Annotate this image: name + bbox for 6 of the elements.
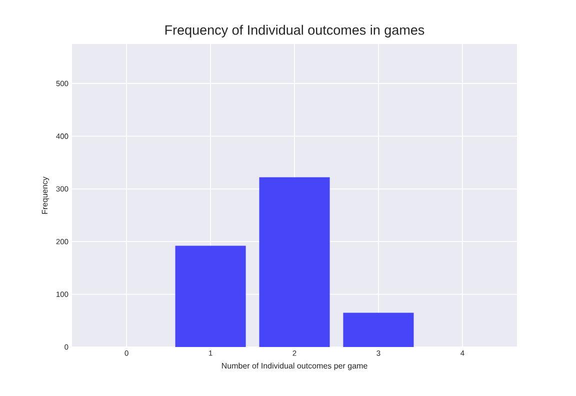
y-axis-title: Frequency <box>42 176 50 214</box>
x-axis-title: Number of Individual outcomes per game <box>222 362 368 370</box>
bar <box>259 177 330 347</box>
bar <box>343 312 414 347</box>
chart-title: Frequency of Individual outcomes in games <box>165 24 424 38</box>
bar <box>175 246 246 347</box>
